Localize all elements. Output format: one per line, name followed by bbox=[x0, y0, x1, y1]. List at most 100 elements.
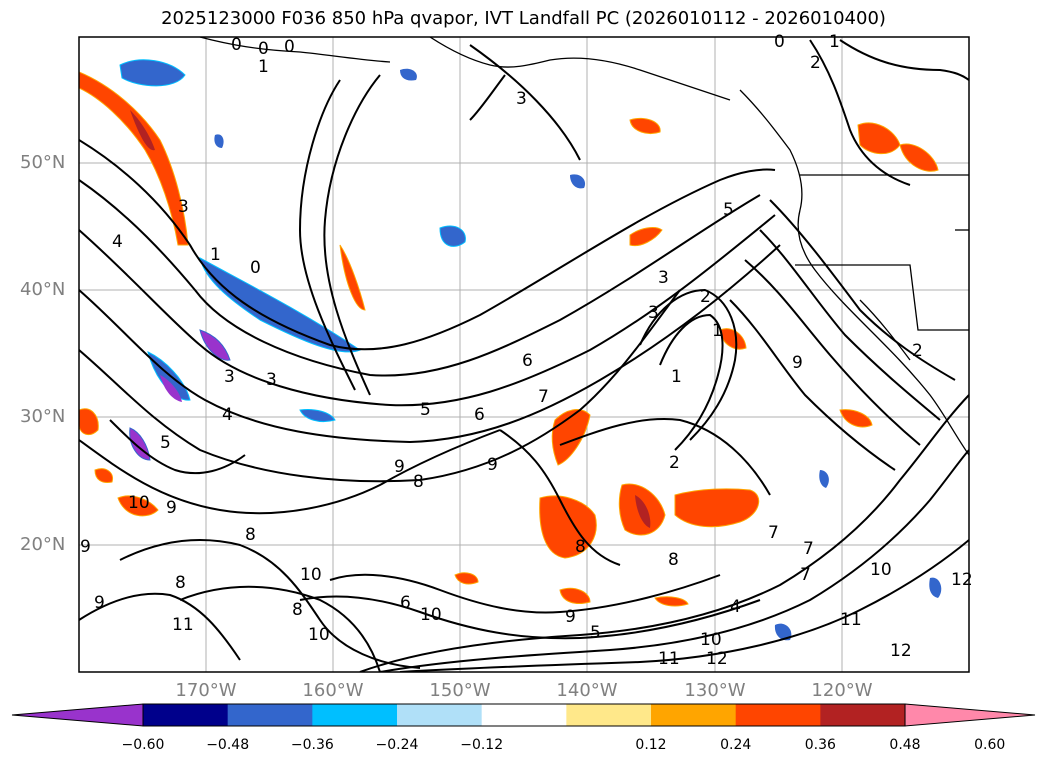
contour-label: 9 bbox=[94, 593, 105, 613]
colorbar-extend-min bbox=[11, 703, 144, 727]
contour-label: 3 bbox=[224, 367, 235, 387]
anomaly-blob bbox=[454, 572, 479, 585]
contour-label: 5 bbox=[590, 623, 601, 643]
contour-label: 6 bbox=[522, 351, 533, 371]
contour-label: 1 bbox=[258, 57, 269, 77]
anomaly-blob bbox=[119, 59, 186, 87]
anomaly-blob bbox=[839, 409, 873, 428]
contour-label: 2 bbox=[669, 453, 680, 473]
colorbar-cell bbox=[227, 704, 313, 726]
anomaly-blob bbox=[94, 468, 114, 483]
contour-label: 3 bbox=[658, 268, 669, 288]
anomaly-blob bbox=[899, 143, 939, 172]
map-title: 2025123000 F036 850 hPa qvapor, IVT Land… bbox=[161, 8, 886, 29]
contour-label: 1 bbox=[210, 245, 221, 265]
contour-label: 9 bbox=[792, 353, 803, 373]
anomaly-blob bbox=[559, 587, 591, 604]
contour-label: 10 bbox=[308, 625, 330, 645]
colorbar-tick-label: −0.12 bbox=[460, 737, 504, 753]
colorbar-tick-label: 0.12 bbox=[635, 737, 667, 753]
contour-label: 5 bbox=[160, 433, 171, 453]
contour-label: 7 bbox=[768, 523, 779, 543]
contour-label: 8 bbox=[175, 573, 186, 593]
lat-label-30n: 30°N bbox=[20, 406, 66, 427]
ivt-contours bbox=[79, 39, 969, 672]
contour-label-group: 0 0 0 0 1 2 1 3 3 4 1 0 5 3 3 2 1 6 7 5 … bbox=[80, 32, 973, 669]
contour-label: 7 bbox=[538, 387, 549, 407]
anomaly-blob bbox=[117, 495, 159, 517]
contour-label: 9 bbox=[487, 455, 498, 475]
lon-label-140w: 140°W bbox=[556, 680, 618, 701]
contour-label: 0 bbox=[258, 39, 269, 59]
contour-label: 9 bbox=[565, 607, 576, 627]
coastlines bbox=[199, 37, 969, 456]
lat-label-20n: 20°N bbox=[20, 534, 66, 555]
colorbar-tick-label: 0.24 bbox=[720, 737, 752, 753]
lon-label-160w: 160°W bbox=[302, 680, 364, 701]
colorbar-extend-max bbox=[904, 703, 1036, 727]
lat-label-40n: 40°N bbox=[20, 279, 66, 300]
contour-label: 0 bbox=[774, 32, 785, 52]
contour-label: 0 bbox=[250, 258, 261, 278]
contour-label: 12 bbox=[951, 570, 973, 590]
contour-label: 4 bbox=[112, 232, 123, 252]
contour-label: 3 bbox=[266, 370, 277, 390]
contour-label: 8 bbox=[413, 472, 424, 492]
anomaly-blob bbox=[539, 495, 597, 559]
contour-label: 6 bbox=[400, 593, 411, 613]
anomaly-blob bbox=[570, 174, 586, 189]
contour-label: 12 bbox=[706, 649, 728, 669]
contour-label: 1 bbox=[829, 32, 840, 52]
contour-label: 12 bbox=[890, 641, 912, 661]
contour-label: 10 bbox=[700, 630, 722, 650]
anomaly-blob bbox=[299, 409, 336, 423]
lat-label-50n: 50°N bbox=[20, 152, 66, 173]
contour-label: 10 bbox=[420, 605, 442, 625]
contour-label: 8 bbox=[668, 550, 679, 570]
colorbar-cell bbox=[566, 704, 652, 726]
anomaly-blob bbox=[654, 596, 689, 607]
contour-label: 0 bbox=[231, 35, 242, 55]
anomaly-blob bbox=[439, 225, 466, 247]
anomaly-blob bbox=[339, 244, 366, 311]
colorbar bbox=[11, 703, 1036, 727]
contour-label: 11 bbox=[172, 615, 194, 635]
contour-label: 8 bbox=[292, 600, 303, 620]
colorbar-tick-label: −0.36 bbox=[290, 737, 334, 753]
contour-label: 10 bbox=[300, 565, 322, 585]
colorbar-tick-label: −0.48 bbox=[206, 737, 250, 753]
colorbar-tick-label: 0.36 bbox=[804, 737, 836, 753]
colorbar-cell bbox=[820, 704, 906, 726]
contour-label: 3 bbox=[648, 303, 659, 323]
graticule bbox=[79, 37, 969, 672]
lon-label-130w: 130°W bbox=[684, 680, 746, 701]
contour-label: 4 bbox=[222, 405, 233, 425]
contour-label: 10 bbox=[128, 493, 150, 513]
contour-label: 3 bbox=[516, 89, 527, 109]
contour-label: 9 bbox=[394, 457, 405, 477]
map-frame bbox=[78, 36, 970, 673]
anomaly-blob bbox=[79, 408, 99, 436]
lon-label-170w: 170°W bbox=[175, 680, 237, 701]
contour-label: 5 bbox=[723, 200, 734, 220]
colorbar-cell bbox=[735, 704, 821, 726]
anomaly-blob bbox=[674, 488, 760, 528]
colorbar-cell bbox=[397, 704, 483, 726]
contour-label: 1 bbox=[712, 321, 723, 341]
anomaly-blob bbox=[774, 623, 792, 641]
contour-label: 0 bbox=[284, 37, 295, 57]
anomaly-blob bbox=[635, 495, 651, 528]
anomaly-blob bbox=[400, 68, 417, 81]
anomaly-blob bbox=[199, 329, 231, 361]
contour-label: 11 bbox=[840, 610, 862, 630]
anomaly-blob bbox=[629, 227, 663, 247]
lon-label-120w: 120°W bbox=[811, 680, 873, 701]
anomaly-blob bbox=[819, 470, 829, 488]
colorbar-tick-label: −0.24 bbox=[375, 737, 419, 753]
anomaly-blob bbox=[214, 134, 224, 148]
contour-label: 4 bbox=[730, 597, 741, 617]
anomaly-blob bbox=[719, 328, 747, 350]
contour-label: 2 bbox=[810, 53, 821, 73]
contour-label: 3 bbox=[178, 197, 189, 217]
